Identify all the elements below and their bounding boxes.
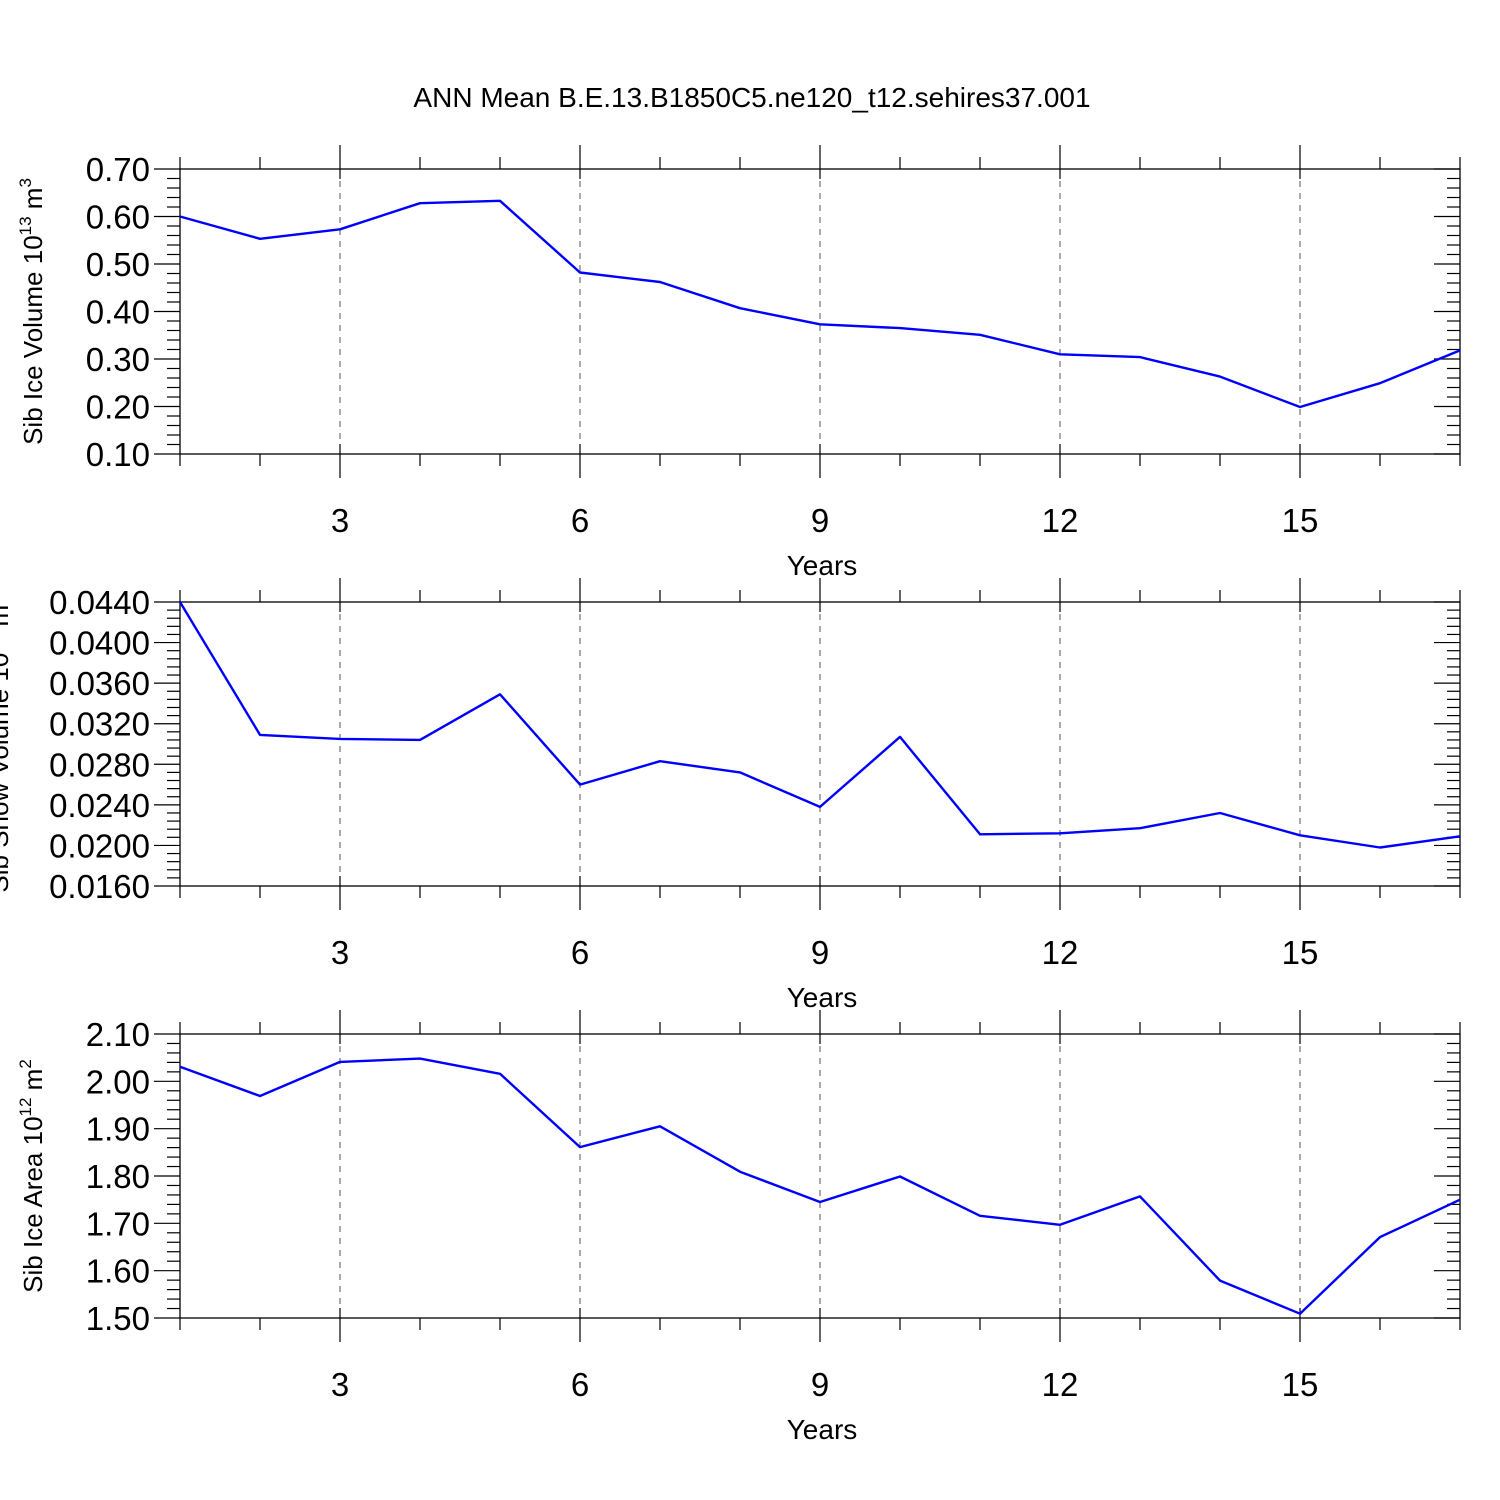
x-tick-label: 15 xyxy=(1282,1366,1319,1403)
y-tick-label: 0.0320 xyxy=(49,706,150,743)
x-tick-label: 3 xyxy=(331,1366,349,1403)
y-axis-label: Sib Ice Volume 1013 m3 xyxy=(16,178,48,445)
y-axis-label: Sib Snow Volume 1013 m3 xyxy=(0,595,14,892)
x-axis-label: Years xyxy=(787,982,858,1013)
x-tick-label: 12 xyxy=(1042,1366,1079,1403)
series-line xyxy=(179,1057,1461,1315)
chart-title: ANN Mean B.E.13.B1850C5.ne120_t12.sehire… xyxy=(413,82,1090,113)
y-tick-label: 0.10 xyxy=(86,436,150,473)
y-tick-label: 0.30 xyxy=(86,341,150,378)
y-tick-label: 0.40 xyxy=(86,294,150,331)
x-tick-label: 3 xyxy=(331,502,349,539)
series-line xyxy=(178,601,1461,849)
y-tick-label: 0.0440 xyxy=(49,584,150,621)
x-tick-label: 6 xyxy=(571,502,589,539)
y-axis-label: Sib Ice Area 1012 m2 xyxy=(16,1059,48,1293)
y-tick-label: 1.90 xyxy=(86,1111,150,1148)
y-tick-label: 0.0280 xyxy=(49,746,150,783)
x-tick-label: 9 xyxy=(811,934,829,971)
y-tick-label: 0.70 xyxy=(86,151,150,188)
x-tick-label: 9 xyxy=(811,502,829,539)
x-axis-label: Years xyxy=(787,1414,858,1445)
panel-1: 3 6 9 12 15 0.10 0.20 0.30 0.40 0.50 0.60 0.70 Years… xyxy=(16,145,1461,581)
y-tick-label: 0.60 xyxy=(86,199,150,236)
x-tick-label: 6 xyxy=(571,1366,589,1403)
y-tick-label: 1.60 xyxy=(86,1253,150,1290)
y-tick-label: 1.70 xyxy=(86,1205,150,1242)
x-tick-label: 12 xyxy=(1042,502,1079,539)
x-tick-label: 15 xyxy=(1282,934,1319,971)
y-tick-label: 0.20 xyxy=(86,389,150,426)
y-tick-label: 0.0360 xyxy=(49,665,150,702)
x-tick-label: 15 xyxy=(1282,502,1319,539)
y-tick-label: 0.0160 xyxy=(49,868,150,905)
x-tick-label: 6 xyxy=(571,934,589,971)
y-tick-label: 0.0240 xyxy=(49,787,150,824)
y-tick-label: 0.0200 xyxy=(49,827,150,864)
x-tick-label: 9 xyxy=(811,1366,829,1403)
x-tick-label: 12 xyxy=(1042,934,1079,971)
panel-3: 3 6 9 12 15 1.50 1.60 1.70 1.80 1.90 2.00 2.10 Years… xyxy=(16,1010,1461,1445)
y-tick-label: 1.50 xyxy=(86,1300,150,1337)
y-tick-label: 1.80 xyxy=(86,1158,150,1195)
x-tick-label: 3 xyxy=(331,934,349,971)
x-axis-label: Years xyxy=(787,550,858,581)
y-tick-label: 2.10 xyxy=(86,1016,150,1053)
y-tick-label: 0.50 xyxy=(86,246,150,283)
y-tick-label: 2.00 xyxy=(86,1063,150,1100)
series-line xyxy=(179,199,1461,409)
y-tick-label: 0.0400 xyxy=(49,625,150,662)
